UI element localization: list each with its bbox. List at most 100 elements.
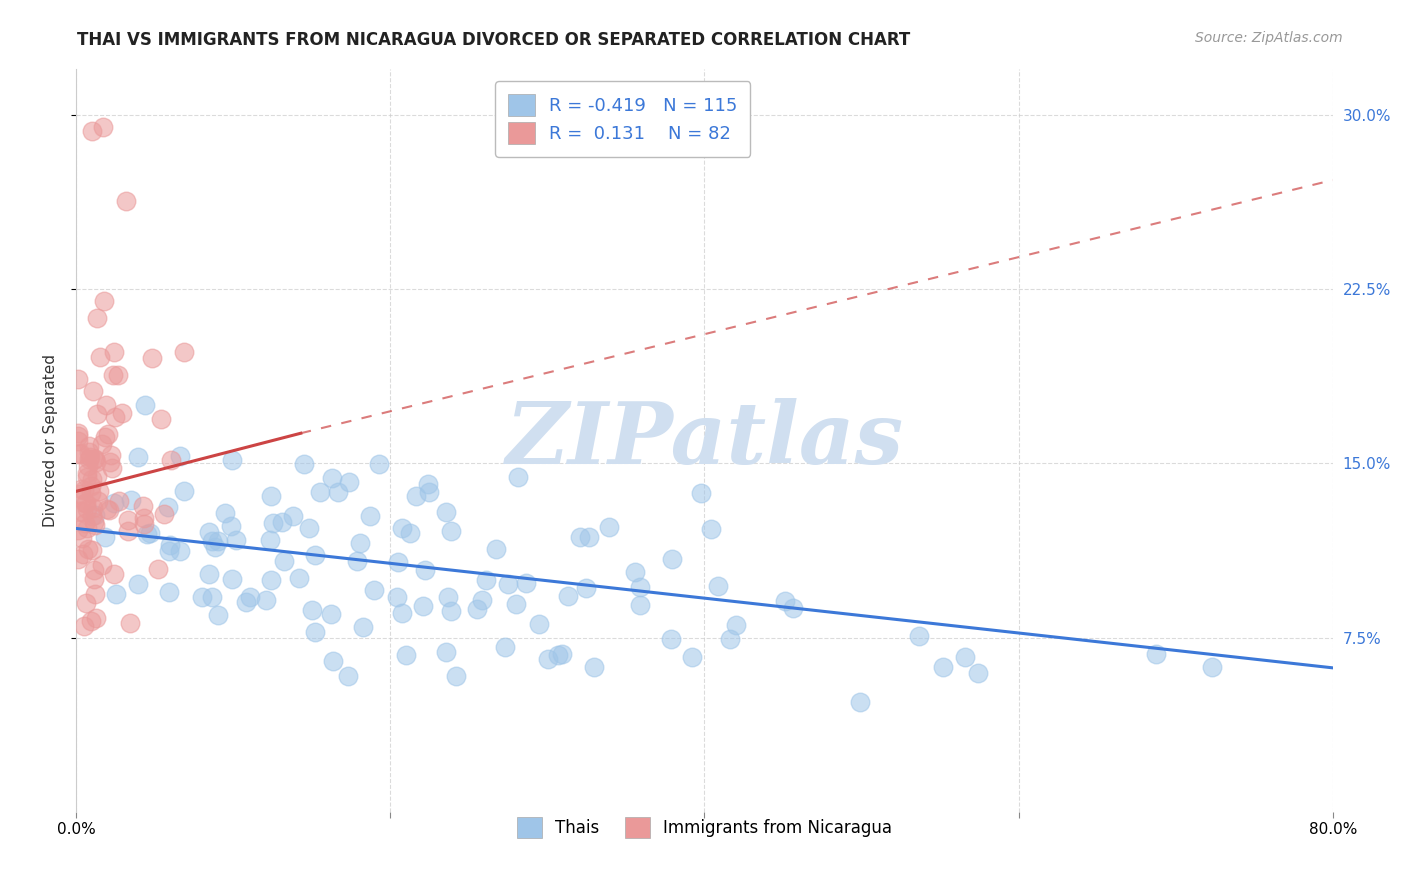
Point [84,517,107,532]
Point [111,406,134,420]
Point [66,434,89,449]
Point [273,554,295,568]
Text: ZIPatlas: ZIPatlas [505,399,904,482]
Point [149,412,172,426]
Point [385,591,408,605]
Point [337,669,360,683]
Point [628,580,651,594]
Point [84,611,107,625]
Point [700,522,723,536]
Point [103,496,125,510]
Point [93,293,115,308]
Point [141,351,163,365]
Point [79,451,101,466]
Point [100,448,122,462]
Point [80,543,103,558]
Point [550,647,572,661]
Point [197,566,219,581]
Point [169,449,191,463]
Point [139,525,162,540]
Point [418,485,440,500]
Point [87,484,110,499]
Point [437,590,460,604]
Point [298,521,321,535]
Point [292,457,315,471]
Point [304,549,326,563]
Point [955,650,977,665]
Point [104,587,127,601]
Point [287,571,309,585]
Point [69,503,91,517]
Point [207,533,229,548]
Point [367,458,389,472]
Point [191,590,214,604]
Point [115,194,138,208]
Point [148,562,170,576]
Point [87,494,110,508]
Point [157,584,180,599]
Point [153,508,176,522]
Point [1201,660,1223,674]
Point [262,516,284,530]
Point [103,344,125,359]
Point [321,470,343,484]
Point [301,603,323,617]
Point [782,600,804,615]
Point [575,581,598,595]
Point [328,485,350,500]
Point [76,466,98,480]
Point [395,648,418,662]
Point [475,573,498,587]
Legend: Thais, Immigrants from Nicaragua: Thais, Immigrants from Nicaragua [510,811,898,845]
Y-axis label: Divorced or Separated: Divorced or Separated [44,354,58,526]
Point [66,523,89,537]
Point [72,547,94,561]
Point [322,654,344,668]
Point [93,429,115,443]
Point [75,596,97,610]
Point [80,509,103,524]
Point [84,508,107,522]
Point [259,533,281,547]
Point [515,576,537,591]
Point [908,629,931,643]
Point [134,398,156,412]
Point [173,483,195,498]
Point [82,384,104,398]
Point [70,531,93,545]
Point [349,536,371,550]
Point [118,615,141,630]
Point [101,368,124,382]
Point [661,552,683,566]
Point [321,607,343,622]
Point [136,527,159,541]
Point [932,660,955,674]
Point [83,563,105,577]
Point [718,632,741,647]
Point [67,552,90,566]
Point [84,451,107,466]
Point [89,351,111,365]
Point [254,593,277,607]
Point [309,485,332,500]
Point [160,453,183,467]
Point [90,558,112,572]
Point [75,496,97,510]
Point [281,508,304,523]
Point [505,598,527,612]
Point [173,344,195,359]
Point [537,652,560,666]
Point [108,494,131,508]
Point [207,607,229,622]
Point [405,489,427,503]
Point [156,500,179,515]
Point [83,572,105,586]
Point [72,483,94,498]
Point [387,555,409,569]
Point [219,519,242,533]
Point [527,616,550,631]
Point [132,499,155,513]
Point [77,439,100,453]
Point [359,509,381,524]
Point [117,513,139,527]
